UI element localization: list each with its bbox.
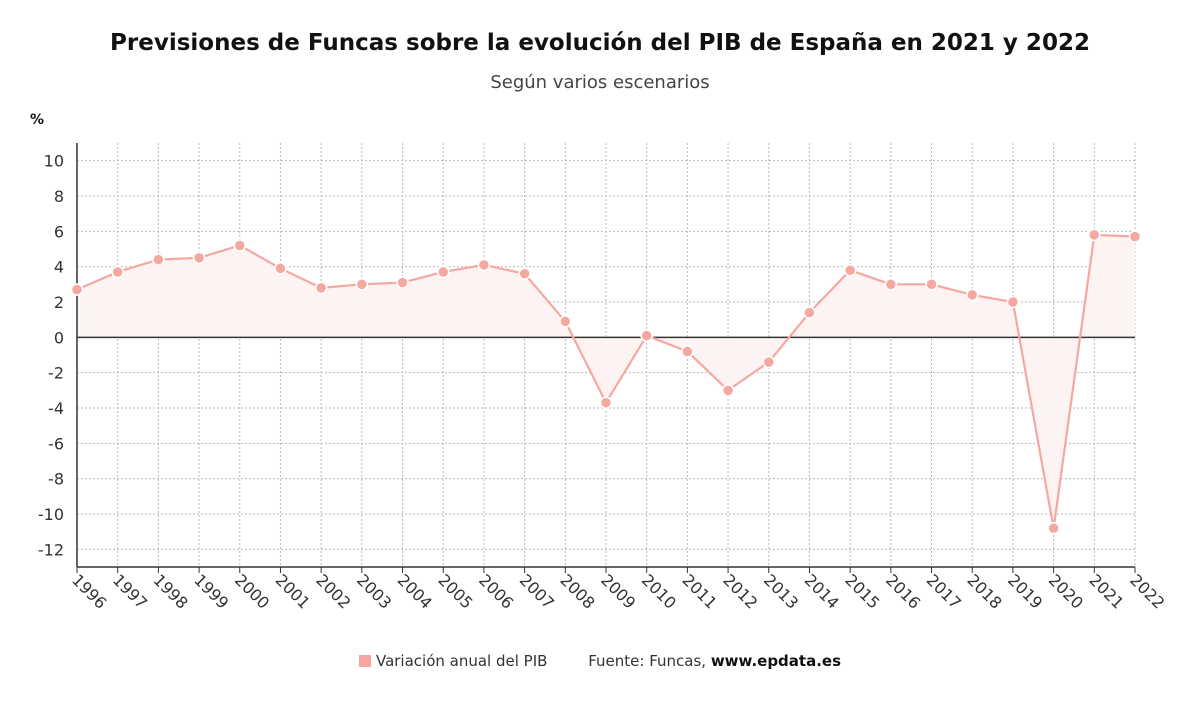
x-tick-label: 2014 (801, 570, 843, 612)
data-point-2016 (884, 278, 898, 291)
x-tick-label: 2001 (272, 570, 314, 612)
source-prefix: Fuente: Funcas, (588, 652, 707, 670)
y-tick-label: -10 (38, 505, 64, 524)
data-point-1996 (70, 283, 84, 296)
data-point-2002 (314, 281, 328, 295)
chart-title: Previsiones de Funcas sobre la evolución… (110, 30, 1090, 56)
x-tick-label: 2021 (1085, 570, 1127, 612)
y-tick-label: -6 (48, 434, 64, 453)
y-tick-label: 2 (54, 293, 64, 312)
data-point-2001 (274, 262, 287, 275)
data-point-2006 (477, 258, 491, 272)
data-point-2012 (721, 384, 735, 397)
x-tick-label: 2002 (312, 570, 354, 612)
y-tick-label: 4 (54, 258, 64, 277)
x-tick-label: 2015 (841, 570, 883, 612)
data-point-2005 (436, 265, 450, 279)
source-site: www.epdata.es (710, 652, 842, 670)
x-tick-label: 2020 (1045, 570, 1087, 612)
x-tick-label: 2003 (353, 570, 395, 612)
data-point-2018 (965, 288, 979, 302)
data-point-2009 (599, 396, 613, 409)
x-tick-label: 1998 (150, 570, 192, 612)
x-tick-label: 2013 (760, 570, 802, 612)
data-point-2014 (803, 306, 816, 319)
x-tick-label: 2004 (394, 570, 436, 612)
data-point-2019 (1006, 295, 1020, 309)
y-tick-label: 8 (54, 187, 64, 206)
data-point-2017 (925, 278, 938, 291)
data-point-2011 (681, 345, 694, 358)
x-tick-label: 2018 (963, 570, 1005, 612)
x-tick-label: 2010 (638, 570, 680, 612)
data-point-2003 (355, 278, 369, 291)
x-tick-label: 2011 (679, 570, 721, 612)
x-tick-label: 2000 (231, 570, 273, 612)
data-point-2008 (559, 315, 572, 328)
x-tick-label: 2008 (556, 570, 598, 612)
x-tick-label: 2005 (434, 570, 476, 612)
x-tick-label: 1997 (109, 570, 151, 612)
chart-subtitle: Según varios escenarios (490, 72, 710, 93)
data-point-1997 (111, 265, 124, 279)
y-tick-label: 6 (54, 222, 64, 241)
x-tick-label: 2009 (597, 570, 639, 612)
y-tick-label: 10 (44, 152, 64, 171)
data-point-2013 (762, 355, 776, 369)
x-tick-label: 2012 (719, 570, 761, 612)
data-point-1998 (152, 253, 165, 266)
legend-swatch (358, 655, 371, 667)
y-tick-label: -4 (48, 399, 64, 418)
x-tick-label: 2019 (1004, 570, 1046, 612)
y-tick-label: 0 (54, 328, 64, 347)
y-tick-label: -2 (48, 364, 64, 383)
x-tick-label: 2016 (882, 570, 924, 612)
y-axis-unit: % (30, 112, 45, 128)
data-point-1999 (192, 251, 206, 265)
x-tick-label: 1999 (190, 570, 232, 612)
series-area (77, 234, 1135, 529)
data-point-2020 (1047, 521, 1060, 535)
y-tick-label: -12 (38, 540, 64, 559)
x-tick-label: 2006 (475, 570, 517, 612)
x-tick-label: 1996 (68, 570, 110, 612)
legend: Variación anual del PIB Fuente: Funcas, … (0, 652, 1200, 670)
legend-label: Variación anual del PIB (375, 652, 548, 670)
x-tick-label: 2017 (923, 570, 965, 612)
data-point-2000 (233, 239, 247, 252)
data-point-2010 (640, 329, 653, 342)
data-point-2022 (1128, 230, 1142, 243)
source-note: Fuente: Funcas, www.epdata.es (588, 652, 841, 670)
x-tick-label: 2022 (1126, 570, 1168, 612)
data-point-2015 (843, 263, 857, 277)
data-point-2021 (1088, 228, 1101, 242)
data-point-2007 (518, 267, 531, 280)
data-point-2004 (396, 276, 409, 289)
y-tick-label: -8 (48, 470, 64, 489)
x-tick-label: 2007 (516, 570, 558, 612)
